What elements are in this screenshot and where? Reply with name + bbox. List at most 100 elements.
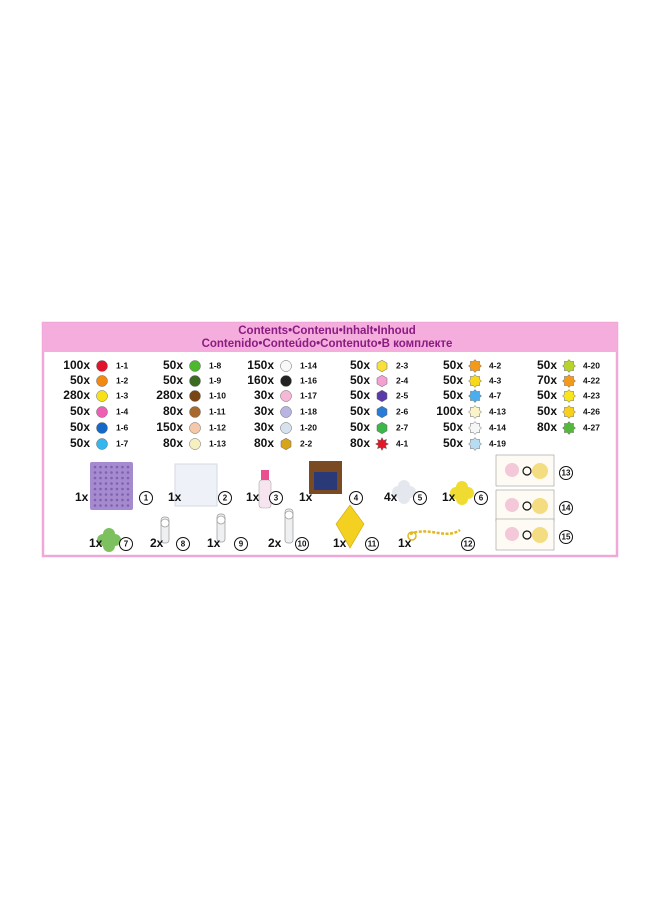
bead-code: 2-3 [396,360,409,370]
bead-qty: 80x [163,404,183,418]
bead-code: 4-27 [583,422,600,432]
peg [121,493,124,496]
bead-round [189,390,201,402]
peg [110,498,113,502]
peg [126,476,130,480]
clover-center [103,534,115,546]
accessory-qty: 1x [75,490,89,504]
item-number: 14 [562,504,571,513]
card-figure [532,527,548,543]
bead-qty: 80x [254,436,274,450]
number-circle [139,491,153,505]
bead-qty: 50x [70,404,90,418]
bead-code: 1-9 [209,375,222,385]
bead-qty: 50x [537,388,557,402]
bead-code: 4-13 [489,406,506,416]
bead-qty: 50x [70,373,90,387]
number-circle [218,491,232,505]
header-line-1: Contents•Contenu•Inhalt•Inhoud [238,325,416,337]
card-figure [505,498,519,512]
bead-code: 2-5 [396,390,409,400]
item-number: 10 [298,540,307,549]
plastic-part-hole [216,515,226,525]
bead-round [96,390,108,402]
pegboard [90,462,133,510]
bead-hex [376,421,388,435]
bead-sun [562,389,576,403]
card-arrow [522,501,532,511]
peg [110,465,113,469]
number-circle [413,491,427,505]
bead-sun [562,374,576,388]
spray-head [261,470,269,480]
peg [110,493,113,496]
bead-hex [376,389,388,403]
peg [93,471,97,474]
peg [115,504,119,507]
item-number: 9 [239,540,244,549]
bead-code: 2-6 [396,406,409,416]
peg [104,487,108,491]
peg [126,471,130,474]
bead-qty: 50x [163,373,183,387]
bead-star [374,436,390,452]
peg [126,493,130,496]
bead-sun [468,389,482,403]
peg [121,471,124,474]
number-circle [559,530,573,544]
peg [104,504,108,507]
item-number: 3 [274,494,279,503]
accessory-qty: 1x [398,536,412,550]
bead-qty: 50x [443,388,463,402]
peg [115,465,119,469]
number-circle [474,491,488,505]
bead-code: 4-26 [583,406,600,416]
peg [93,482,97,485]
peg [93,504,97,507]
accessory-qty: 1x [333,536,347,550]
peg [126,504,130,507]
bead-code: 1-13 [209,438,226,448]
number-circle [176,537,190,551]
card-figure [505,527,519,541]
bead-code: 1-1 [116,360,129,370]
bead-qty: 80x [537,420,557,434]
card-figure [532,498,548,514]
card-figure [505,463,519,477]
item-number: 1 [144,494,149,503]
card-arrow [522,466,532,476]
peg [99,465,102,469]
peg [93,476,97,480]
peg [121,476,124,480]
peg [104,482,108,485]
bead-qty: 50x [443,373,463,387]
peg [126,487,130,491]
bead-qty: 150x [247,358,274,372]
bead-qty: 280x [156,388,183,402]
bead-qty: 80x [163,436,183,450]
peg [121,498,124,502]
peg [115,498,119,502]
bead-round [280,390,292,402]
item-number: 15 [562,533,571,542]
bead-sun [468,421,482,435]
bead-hex [376,374,388,388]
spray-bottle [258,479,272,509]
bead-sun [468,405,482,419]
bead-qty: 50x [443,436,463,450]
peg [93,487,97,491]
bead-round [189,422,201,434]
clover-center [398,486,410,498]
peg [110,504,113,507]
number-circle [295,537,309,551]
bead-qty: 50x [443,358,463,372]
bead-round [280,375,292,387]
accessory-qty: 1x [246,490,260,504]
item-number: 12 [464,540,473,549]
peg [126,482,130,485]
bead-qty: 100x [436,404,463,418]
peg [99,504,102,507]
number-circle [559,501,573,515]
item-number: 2 [223,494,228,503]
bead-round [96,375,108,387]
